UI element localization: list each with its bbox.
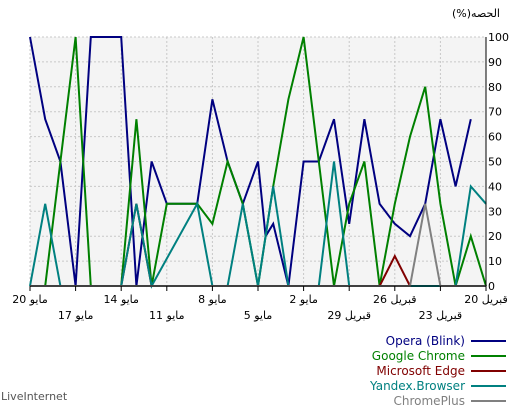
y-tick-label-7: 70: [488, 106, 502, 119]
y-tick-label-10: 100: [488, 31, 509, 44]
legend-label-3: Yandex.Browser: [369, 379, 465, 393]
x-tick-label-5: 5 مايو: [244, 309, 273, 322]
x-tick-label-7: 11 مايو: [149, 309, 185, 322]
x-tick-label-6: 8 مايو: [198, 293, 227, 306]
y-tick-label-4: 40: [488, 180, 502, 193]
y-tick-label-8: 80: [488, 81, 502, 94]
y-axis-label: (%)الحصه: [452, 7, 500, 20]
footer-brand: LiveInternet: [1, 390, 68, 403]
x-tick-label-2: 26 قبريل: [373, 293, 417, 306]
x-tick-label-1: 23 قبريل: [419, 309, 463, 322]
axes: [29, 37, 487, 291]
x-tick-label-4: 2 مايو: [289, 293, 318, 306]
x-tick-label-3: 29 قبريل: [327, 309, 371, 322]
x-tick-label-9: 17 مايو: [58, 309, 94, 322]
y-tick-label-3: 30: [488, 205, 502, 218]
legend-label-1: Google Chrome: [372, 349, 465, 363]
x-tick-label-0: 20 قبريل: [464, 293, 508, 306]
x-tick-label-10: 20 مايو: [12, 293, 48, 306]
legend-label-4: ChromePlus: [394, 394, 466, 405]
y-tick-label-9: 90: [488, 56, 502, 69]
legend-label-2: Microsoft Edge: [376, 364, 465, 378]
y-tick-label-6: 60: [488, 131, 502, 144]
legend-label-0: Opera (Blink): [386, 334, 465, 348]
y-tick-label-2: 20: [488, 230, 502, 243]
series-line-0: [29, 36, 472, 287]
x-tick-label-8: 14 مايو: [103, 293, 139, 306]
y-tick-labels: 0 10 20 30 40 50 60 70 80 90 100: [488, 31, 509, 293]
y-tick-label-0: 0: [488, 280, 495, 293]
y-tick-label-5: 50: [488, 156, 502, 169]
y-tick-label-1: 10: [488, 255, 502, 268]
